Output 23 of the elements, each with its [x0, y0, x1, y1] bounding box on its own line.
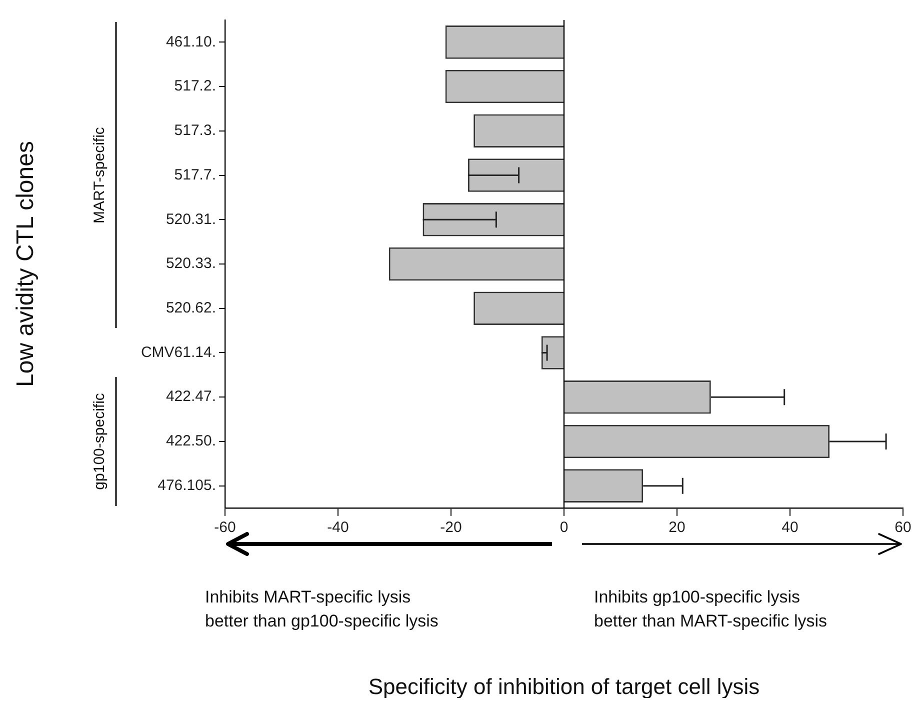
y-tick-label: 517.7.	[174, 166, 216, 184]
text: MART-specific	[91, 126, 108, 224]
text: Inhibits gp100-specific lysis better than MART-specific lysis	[594, 588, 828, 631]
x-tick-label: 0	[560, 519, 568, 536]
y-tick-label: 520.31.	[166, 210, 216, 228]
y-tick-label: 422.50.	[166, 432, 216, 450]
y-tick-label: 520.33.	[166, 255, 216, 272]
y-tick-label: 517.3.	[174, 122, 216, 140]
x-tick-label: -60	[214, 519, 236, 536]
y-tick-label: 461.10.	[166, 33, 216, 50]
x-tick-label: 40	[782, 519, 798, 536]
y-tick-label: 520.62.	[166, 300, 216, 317]
x-tick-label: 60	[894, 519, 912, 536]
y-tick-label: 422.47.	[166, 388, 216, 406]
x-tick-label: 20	[668, 519, 686, 536]
text: Inhibits MART-specific lysis better than gp100-specific lysis	[205, 588, 438, 631]
y-tick-label: CMV61.14.	[140, 344, 216, 361]
y-tick-label: 517.2.	[174, 78, 216, 95]
y-axis-title: Low avidity CTL clones	[12, 141, 40, 387]
y-tick-label: 476.105.	[158, 476, 216, 494]
x-tick-label: -20	[440, 519, 462, 536]
x-tick-label: -40	[327, 519, 349, 536]
text: gp100-specific	[91, 392, 108, 490]
